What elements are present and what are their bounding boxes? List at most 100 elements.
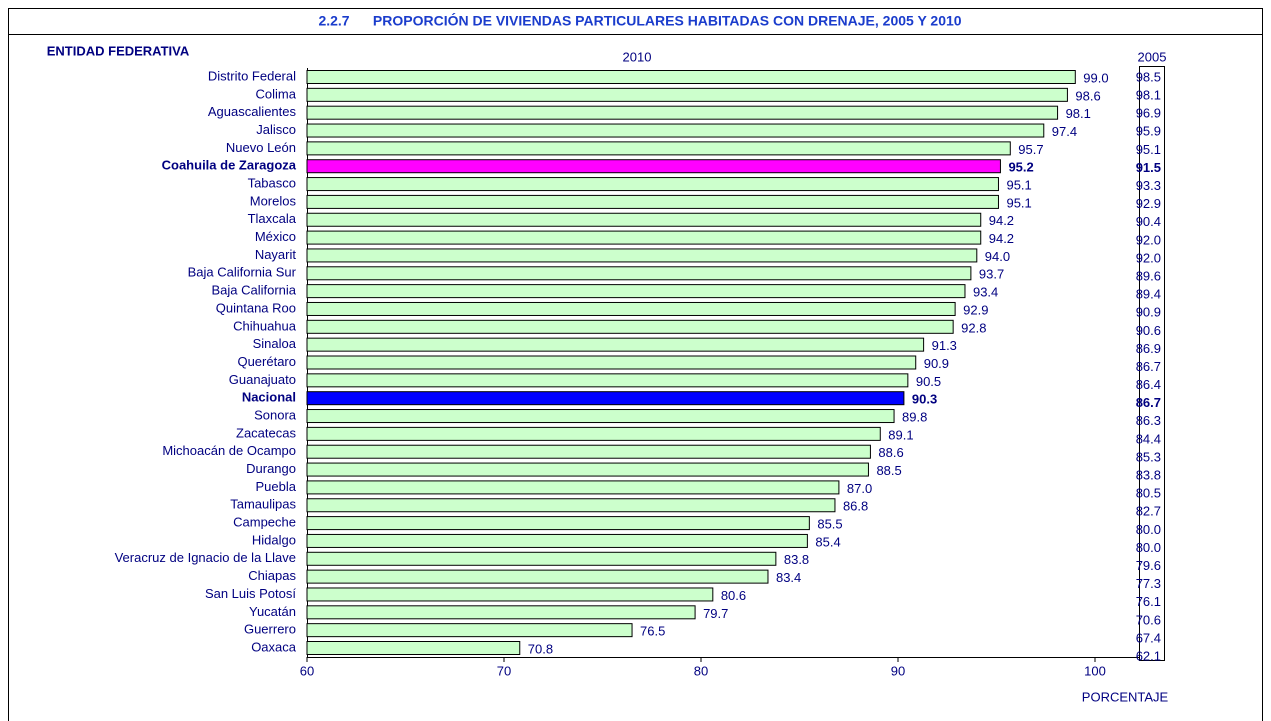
x-tick-label: 90: [891, 663, 905, 678]
bar: [306, 516, 810, 531]
x-tick-label: 100: [1084, 663, 1106, 678]
bar: [306, 266, 972, 281]
category-label: Zacatecas: [236, 425, 296, 440]
bar: [306, 87, 1068, 102]
frame: [8, 8, 1263, 721]
category-label: Baja California: [211, 283, 296, 298]
column-value: 93.3: [1136, 178, 1161, 193]
value-label: 92.9: [963, 302, 988, 317]
value-label: 76.5: [640, 624, 665, 639]
category-label: Distrito Federal: [208, 68, 296, 83]
series-header: 2010: [623, 49, 652, 64]
column-value: 86.3: [1136, 413, 1161, 428]
category-label: Morelos: [250, 193, 297, 208]
category-label: Sinaloa: [253, 336, 297, 351]
column-value: 90.6: [1136, 323, 1161, 338]
value-label: 94.0: [985, 249, 1010, 264]
column-value: 89.6: [1136, 268, 1161, 283]
value-label: 86.8: [843, 499, 868, 514]
category-label: Nayarit: [255, 247, 297, 262]
category-label: Jalisco: [256, 122, 296, 137]
bar: [306, 194, 999, 209]
column-value: 80.5: [1136, 486, 1161, 501]
x-tick-label: 80: [694, 663, 708, 678]
value-label: 83.8: [784, 552, 809, 567]
category-label: Guanajuato: [229, 372, 296, 387]
value-label: 85.4: [815, 534, 840, 549]
value-label: 85.5: [817, 517, 842, 532]
x-tick-label: 60: [300, 663, 314, 678]
value-label: 83.4: [776, 570, 801, 585]
value-label: 95.1: [1006, 195, 1031, 210]
column-value: 90.9: [1136, 305, 1161, 320]
bar: [306, 569, 769, 584]
bar: [306, 301, 956, 316]
category-label: Campeche: [233, 515, 296, 530]
category-label: Nuevo León: [226, 140, 296, 155]
column-value: 95.1: [1136, 142, 1161, 157]
category-label: Tlaxcala: [248, 211, 297, 226]
value-label: 94.2: [989, 231, 1014, 246]
value-label: 95.1: [1006, 178, 1031, 193]
x-axis-label: PORCENTAJE: [1082, 689, 1169, 704]
category-label: Durango: [246, 461, 296, 476]
bar: [306, 177, 999, 192]
column-value: 98.5: [1136, 69, 1161, 84]
column-value: 62.1: [1136, 648, 1161, 663]
bar: [306, 337, 925, 352]
column-value: 79.6: [1136, 558, 1161, 573]
column-header: 2005: [1138, 49, 1167, 64]
chart-title: 2.2.7 PROPORCIÓN DE VIVIENDAS PARTICULAR…: [318, 12, 961, 29]
column-value: 86.7: [1136, 395, 1161, 410]
bar: [306, 284, 966, 299]
category-label: Colima: [256, 86, 297, 101]
value-label: 95.2: [1008, 160, 1033, 175]
x-tick-label: 70: [497, 663, 511, 678]
bar: [306, 141, 1011, 156]
value-label: 88.6: [878, 445, 903, 460]
value-label: 99.0: [1083, 70, 1108, 85]
category-label: Michoacán de Ocampo: [162, 443, 296, 458]
value-label: 90.9: [924, 356, 949, 371]
bar: [306, 587, 714, 602]
category-label: Oaxaca: [251, 639, 297, 654]
column-value: 86.9: [1136, 341, 1161, 356]
bar: [306, 123, 1045, 138]
bar: [306, 641, 521, 655]
column-value: 86.4: [1136, 377, 1161, 392]
bar: [306, 159, 1001, 174]
value-label: 70.8: [528, 641, 553, 656]
category-label: Tamaulipas: [230, 497, 296, 512]
category-label: Guerrero: [244, 622, 296, 637]
bar: [306, 355, 917, 370]
value-label: 90.5: [916, 374, 941, 389]
bar: [306, 533, 808, 548]
column-box: [1139, 66, 1165, 661]
bar: [306, 605, 696, 620]
column-value: 86.7: [1136, 359, 1161, 374]
column-value: 67.4: [1136, 630, 1161, 645]
column-value: 80.0: [1136, 540, 1161, 555]
bar: [306, 498, 836, 513]
bar: [306, 319, 954, 334]
value-label: 93.7: [979, 267, 1004, 282]
category-label: Querétaro: [237, 354, 296, 369]
value-label: 89.1: [888, 427, 913, 442]
category-label: Veracruz de Ignacio de la Llave: [115, 550, 296, 565]
column-value: 90.4: [1136, 214, 1161, 229]
value-label: 88.5: [876, 463, 901, 478]
category-header: ENTIDAD FEDERATIVA: [47, 43, 190, 58]
column-value: 92.0: [1136, 250, 1161, 265]
column-value: 76.1: [1136, 594, 1161, 609]
bar: [306, 409, 895, 424]
value-label: 79.7: [703, 606, 728, 621]
value-label: 98.1: [1066, 106, 1091, 121]
bar: [306, 212, 982, 227]
bar: [306, 391, 905, 406]
bar: [306, 480, 840, 495]
category-label: Quintana Roo: [216, 300, 296, 315]
column-value: 91.5: [1136, 160, 1161, 175]
bar: [306, 551, 777, 566]
category-label: México: [255, 229, 296, 244]
value-label: 97.4: [1052, 124, 1077, 139]
